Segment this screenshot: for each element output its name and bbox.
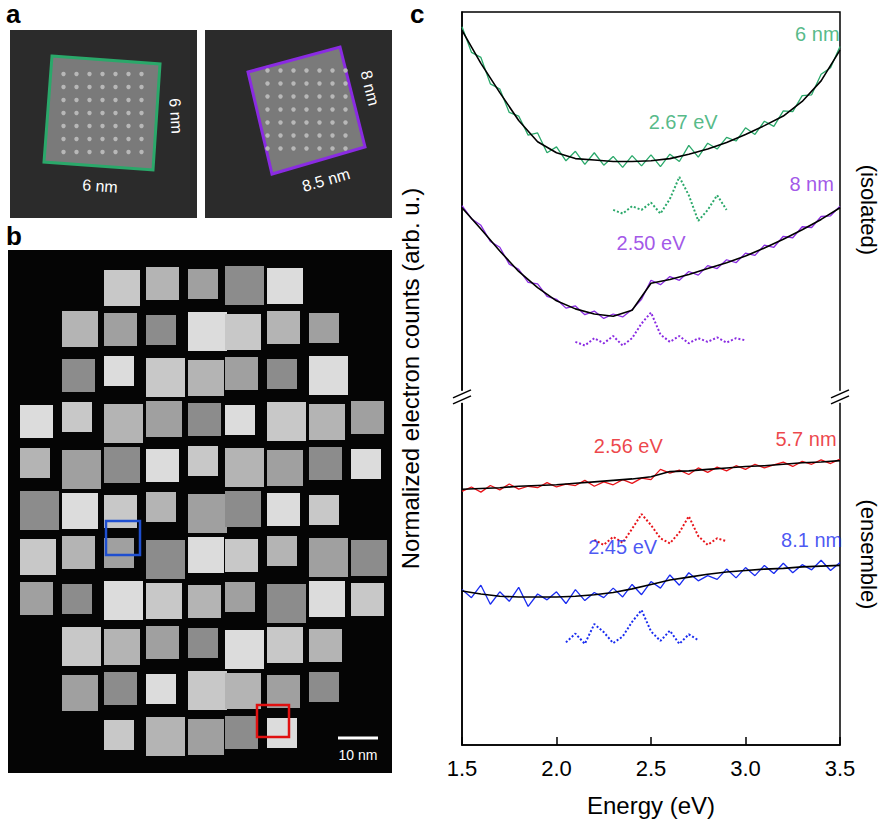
svg-text:2.67 eV: 2.67 eV (649, 111, 719, 133)
svg-text:2.56 eV: 2.56 eV (594, 435, 664, 457)
svg-text:6 nm: 6 nm (166, 98, 185, 135)
svg-text:Normalized electron counts (ar: Normalized electron counts (arb. u.) (397, 188, 424, 570)
svg-text:6 nm: 6 nm (82, 176, 119, 196)
svg-text:10 nm: 10 nm (339, 747, 378, 763)
svg-text:(ensemble): (ensemble) (856, 499, 881, 609)
svg-text:b: b (6, 221, 22, 251)
svg-text:a: a (6, 0, 21, 29)
svg-text:8 nm: 8 nm (789, 173, 833, 195)
svg-text:8.5 nm: 8.5 nm (300, 165, 352, 195)
svg-text:8.1 nm: 8.1 nm (781, 529, 842, 551)
svg-text:2.50 eV: 2.50 eV (617, 232, 687, 254)
svg-text:1.5: 1.5 (447, 756, 478, 781)
svg-text:(isolated): (isolated) (856, 165, 881, 255)
svg-text:6 nm: 6 nm (795, 23, 839, 45)
svg-text:2.45 eV: 2.45 eV (588, 536, 658, 558)
svg-text:3.0: 3.0 (730, 756, 761, 781)
svg-text:2.0: 2.0 (541, 756, 572, 781)
svg-text:3.5: 3.5 (825, 756, 856, 781)
svg-text:c: c (410, 0, 424, 29)
svg-text:5.7 nm: 5.7 nm (775, 428, 836, 450)
svg-text:8 nm: 8 nm (358, 69, 383, 108)
svg-text:2.5: 2.5 (636, 756, 667, 781)
svg-text:Energy (eV): Energy (eV) (587, 792, 715, 819)
